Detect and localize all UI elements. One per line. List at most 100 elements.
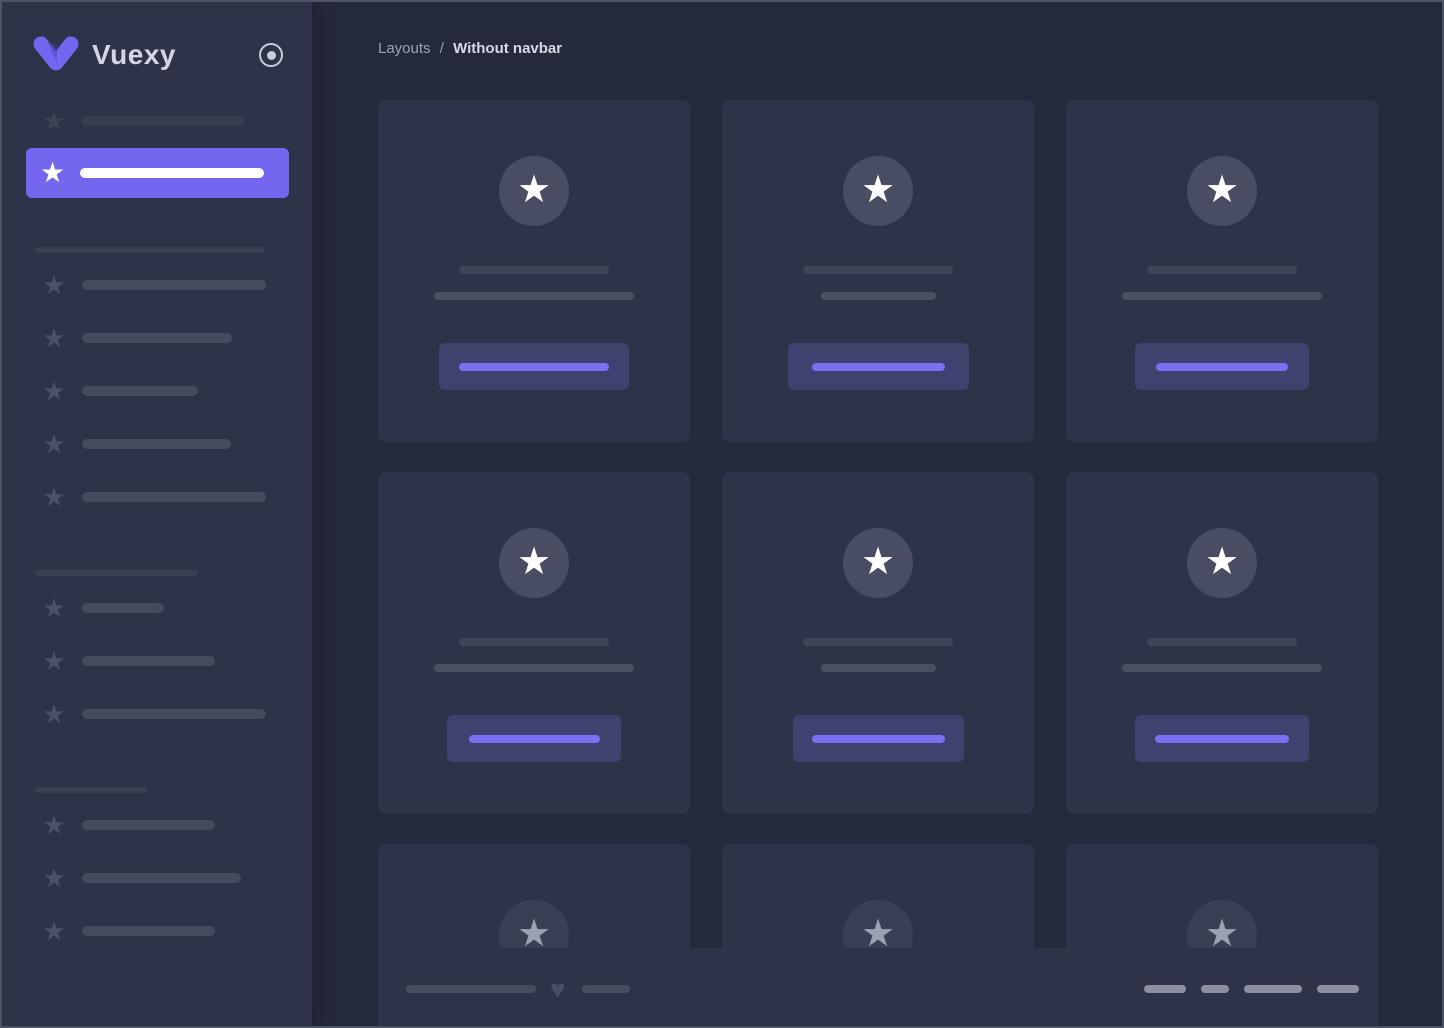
card-avatar: ★ bbox=[499, 528, 569, 598]
star-icon: ★ bbox=[42, 593, 66, 623]
heart-icon: ♥ bbox=[550, 974, 566, 1004]
star-icon: ★ bbox=[516, 913, 552, 955]
menu-item-label-bar bbox=[82, 926, 215, 936]
breadcrumb-current: Without navbar bbox=[453, 40, 563, 57]
brand-title: Vuexy bbox=[92, 39, 176, 70]
card-subtitle-bar bbox=[434, 292, 634, 300]
card-avatar: ★ bbox=[843, 528, 913, 598]
card: ★ bbox=[722, 472, 1034, 814]
footer-link-bar[interactable] bbox=[1244, 985, 1302, 993]
card-title-bar bbox=[459, 638, 609, 646]
sidebar-menu-item[interactable]: ★ bbox=[2, 270, 312, 300]
card: ★ bbox=[1066, 100, 1378, 442]
star-icon: ★ bbox=[42, 482, 66, 512]
card: ★ bbox=[378, 472, 690, 814]
card-avatar: ★ bbox=[843, 156, 913, 226]
footer: ♥ bbox=[378, 948, 1378, 1026]
sidebar-menu-item[interactable]: ★ bbox=[26, 148, 289, 198]
card-title-bar bbox=[803, 266, 953, 274]
star-icon: ★ bbox=[42, 863, 66, 893]
card-button-label-bar bbox=[468, 734, 600, 743]
card-avatar: ★ bbox=[1187, 528, 1257, 598]
sidebar-menu-item[interactable]: ★ bbox=[2, 648, 312, 674]
card-button-label-bar bbox=[811, 734, 945, 743]
card-title-bar bbox=[1147, 638, 1297, 646]
menu-item-label-bar bbox=[82, 333, 232, 343]
sidebar-menu-item[interactable]: ★ bbox=[2, 323, 312, 353]
footer-link-bar[interactable] bbox=[1317, 985, 1359, 993]
star-icon: ★ bbox=[860, 169, 896, 211]
breadcrumb: Layouts / Without navbar bbox=[378, 40, 562, 57]
sidebar: Vuexy ★ ★ ★ ★ ★ ★ ★ ★ ★ ★ ★ ★ bbox=[2, 2, 312, 1026]
star-icon: ★ bbox=[1204, 541, 1240, 583]
sidebar-menu-item[interactable]: ★ bbox=[2, 376, 312, 406]
sidebar-section-heading-bar bbox=[35, 247, 265, 253]
footer-link-bar[interactable] bbox=[1201, 985, 1229, 993]
sidebar-menu-item[interactable]: ★ bbox=[2, 916, 312, 946]
card-button[interactable] bbox=[447, 715, 621, 762]
star-icon: ★ bbox=[516, 541, 552, 583]
card-title-bar bbox=[803, 638, 953, 646]
footer-text-bar bbox=[406, 985, 536, 993]
star-icon: ★ bbox=[1204, 913, 1240, 955]
card-button-label-bar bbox=[811, 362, 945, 371]
footer-right bbox=[1144, 985, 1359, 993]
card-button-label-bar bbox=[1156, 362, 1288, 371]
sidebar-menu-item[interactable]: ★ bbox=[2, 429, 312, 459]
star-icon: ★ bbox=[42, 323, 66, 353]
card-button-label-bar bbox=[459, 362, 609, 371]
sidebar-header: Vuexy bbox=[2, 2, 312, 74]
sidebar-menu-item[interactable]: ★ bbox=[2, 699, 312, 729]
star-icon: ★ bbox=[42, 106, 66, 136]
card-subtitle-bar bbox=[1122, 292, 1322, 300]
footer-link-bar[interactable] bbox=[1144, 985, 1186, 993]
star-icon: ★ bbox=[42, 916, 66, 946]
star-icon: ★ bbox=[860, 913, 896, 955]
card-button[interactable] bbox=[1135, 715, 1309, 762]
card: ★ bbox=[1066, 472, 1378, 814]
sidebar-menu-item[interactable]: ★ bbox=[2, 593, 312, 623]
cards-grid: ★ ★ ★ ★ ★ bbox=[378, 100, 1378, 1026]
sidebar-menu-item[interactable]: ★ bbox=[2, 810, 312, 840]
card-subtitle-bar bbox=[1122, 664, 1322, 672]
card-avatar: ★ bbox=[1187, 156, 1257, 226]
star-icon: ★ bbox=[42, 810, 66, 840]
sidebar-section-heading-bar bbox=[35, 787, 147, 793]
footer-text-bar bbox=[582, 985, 631, 993]
menu: ★ ★ ★ ★ ★ ★ ★ ★ ★ ★ ★ ★ ★ bbox=[2, 74, 312, 946]
card-button-label-bar bbox=[1155, 734, 1289, 743]
breadcrumb-parent[interactable]: Layouts bbox=[378, 40, 431, 57]
card-subtitle-bar bbox=[820, 292, 936, 300]
card-button[interactable] bbox=[439, 343, 629, 390]
card-subtitle-bar bbox=[434, 664, 634, 672]
sidebar-menu-item[interactable]: ★ bbox=[2, 482, 312, 512]
star-icon: ★ bbox=[516, 169, 552, 211]
card-button[interactable] bbox=[787, 343, 969, 390]
card-button[interactable] bbox=[792, 715, 964, 762]
menu-item-label-bar bbox=[82, 603, 164, 613]
star-icon: ★ bbox=[860, 541, 896, 583]
menu-item-label-bar bbox=[82, 820, 215, 830]
menu-item-label-bar bbox=[82, 116, 244, 126]
menu-item-label-bar bbox=[82, 386, 198, 396]
card-button[interactable] bbox=[1135, 343, 1309, 390]
sidebar-menu-item[interactable]: ★ bbox=[2, 863, 312, 893]
card-title-bar bbox=[459, 266, 609, 274]
card-title-bar bbox=[1147, 266, 1297, 274]
menu-item-label-bar bbox=[82, 492, 266, 502]
star-icon: ★ bbox=[42, 270, 66, 300]
card-avatar: ★ bbox=[499, 156, 569, 226]
card: ★ bbox=[722, 100, 1034, 442]
menu-item-label-bar bbox=[82, 280, 266, 290]
card-subtitle-bar bbox=[820, 664, 936, 672]
star-icon: ★ bbox=[42, 376, 66, 406]
star-icon: ★ bbox=[42, 699, 66, 729]
menu-item-label-bar bbox=[82, 709, 266, 719]
sidebar-menu-item[interactable]: ★ bbox=[2, 106, 312, 136]
sidebar-pin-toggle[interactable] bbox=[259, 43, 283, 67]
menu-item-label-bar bbox=[82, 656, 215, 666]
star-icon: ★ bbox=[1204, 169, 1240, 211]
star-icon: ★ bbox=[42, 429, 66, 459]
menu-item-label-bar bbox=[82, 873, 241, 883]
